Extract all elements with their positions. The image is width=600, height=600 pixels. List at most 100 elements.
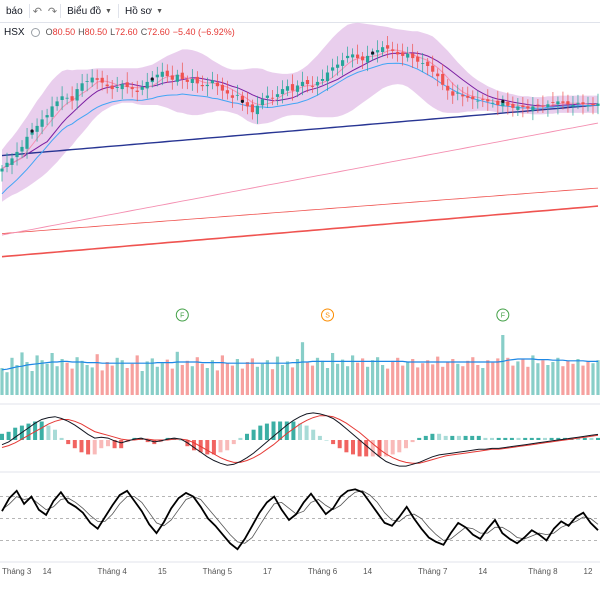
candlestick	[481, 94, 485, 108]
candlestick	[346, 46, 350, 63]
volume-bar	[421, 363, 425, 395]
candle-body	[235, 94, 239, 96]
macd-pane[interactable]	[0, 412, 600, 467]
macd-histogram-bar	[529, 437, 534, 440]
volume-bar	[596, 360, 600, 395]
reports-menu[interactable]: báo	[0, 0, 29, 22]
candlestick	[411, 43, 415, 69]
candlestick	[451, 82, 455, 104]
time-tick-label: Tháng 4	[98, 567, 128, 576]
volume-bar	[556, 357, 560, 395]
candle-body	[165, 70, 169, 77]
candlestick	[70, 86, 74, 110]
volume-bar	[446, 362, 450, 395]
volume-bar	[581, 365, 585, 395]
macd-histogram-bar	[476, 435, 481, 440]
candlestick	[295, 80, 300, 98]
macd-histogram-bar	[317, 435, 322, 440]
volume-bar	[215, 370, 219, 395]
symbol-exchange[interactable]: HSX	[4, 26, 25, 38]
candle-body	[386, 45, 390, 49]
volume-bar	[5, 372, 9, 395]
price-pane[interactable]	[0, 22, 600, 258]
close-value: 72.60	[147, 27, 170, 37]
volume-bar	[105, 362, 109, 395]
candle-body	[526, 106, 530, 109]
candlestick	[496, 90, 500, 116]
volume-bar	[531, 355, 535, 395]
volume-bar	[471, 357, 475, 395]
chart-menu[interactable]: Biểu đồ ▼	[61, 0, 118, 22]
candlestick	[551, 92, 555, 107]
volume-bar	[381, 365, 385, 395]
candle-body	[180, 72, 184, 79]
candlestick	[155, 66, 159, 87]
stochastic-d-line	[1, 490, 599, 544]
open-key: O	[45, 27, 53, 37]
candle-body	[225, 90, 229, 94]
candlestick	[506, 92, 510, 115]
time-tick-label: Tháng 6	[308, 567, 338, 576]
candle-body	[35, 125, 39, 132]
candle-body	[45, 115, 49, 118]
volume-bar	[366, 366, 370, 395]
volume-bar	[325, 368, 330, 395]
candlestick	[20, 140, 24, 159]
candle-body	[190, 79, 194, 83]
volume-bar	[586, 361, 590, 395]
candlestick	[25, 127, 29, 159]
macd-histogram-bar	[86, 440, 91, 455]
candle-body	[240, 95, 244, 102]
volume-pane[interactable]	[0, 335, 600, 395]
candlestick	[60, 86, 64, 111]
profile-menu[interactable]: Hồ sơ ▼	[119, 0, 169, 22]
candlestick	[471, 90, 475, 109]
candle-body	[95, 78, 99, 80]
candle-body	[506, 101, 510, 106]
volume-bar	[210, 360, 214, 395]
candle-body	[10, 158, 14, 165]
stochastic-pane[interactable]	[0, 488, 600, 551]
candle-body	[215, 82, 219, 87]
candlestick	[95, 69, 99, 90]
macd-histogram-bar	[304, 425, 309, 440]
volume-bar	[411, 359, 415, 395]
candlestick	[130, 82, 134, 98]
macd-histogram-bar	[46, 425, 51, 440]
candlestick	[90, 69, 94, 87]
macd-line	[1, 412, 599, 467]
volume-bar	[571, 363, 575, 395]
pivot-dot	[240, 99, 245, 103]
candlestick	[341, 52, 345, 76]
volume-bar	[0, 368, 4, 395]
candle-body	[596, 103, 600, 106]
volume-bar	[371, 360, 375, 395]
volume-bar	[140, 371, 144, 395]
undo-icon[interactable]: ↶	[32, 5, 42, 18]
candle-body	[481, 99, 485, 100]
candlestick	[391, 41, 395, 59]
volume-bar	[476, 365, 480, 395]
volume-bar	[506, 357, 510, 395]
candle-body	[295, 85, 300, 92]
volume-bar	[180, 365, 184, 395]
candle-body	[250, 104, 254, 113]
candle-body	[55, 101, 59, 107]
macd-histogram-bar	[284, 421, 289, 440]
candle-body	[75, 89, 79, 101]
close-key: C	[140, 27, 148, 37]
time-axis[interactable]: Tháng 3 14 Tháng 4 15 Tháng 5 17 Tháng 6 14 Thán…	[0, 403, 600, 576]
macd-histogram-bar	[324, 440, 329, 441]
redo-icon[interactable]: ↷	[47, 5, 58, 18]
volume-bar	[250, 358, 254, 395]
candle-body	[581, 102, 585, 105]
volume-bar	[315, 357, 320, 395]
candle-body	[30, 131, 34, 135]
high-key: H	[78, 27, 85, 37]
macd-histogram-bar	[410, 440, 415, 443]
volume-bar	[25, 362, 29, 395]
macd-histogram-bar	[39, 421, 44, 440]
volume-bar	[300, 342, 305, 395]
candlestick	[110, 79, 114, 99]
